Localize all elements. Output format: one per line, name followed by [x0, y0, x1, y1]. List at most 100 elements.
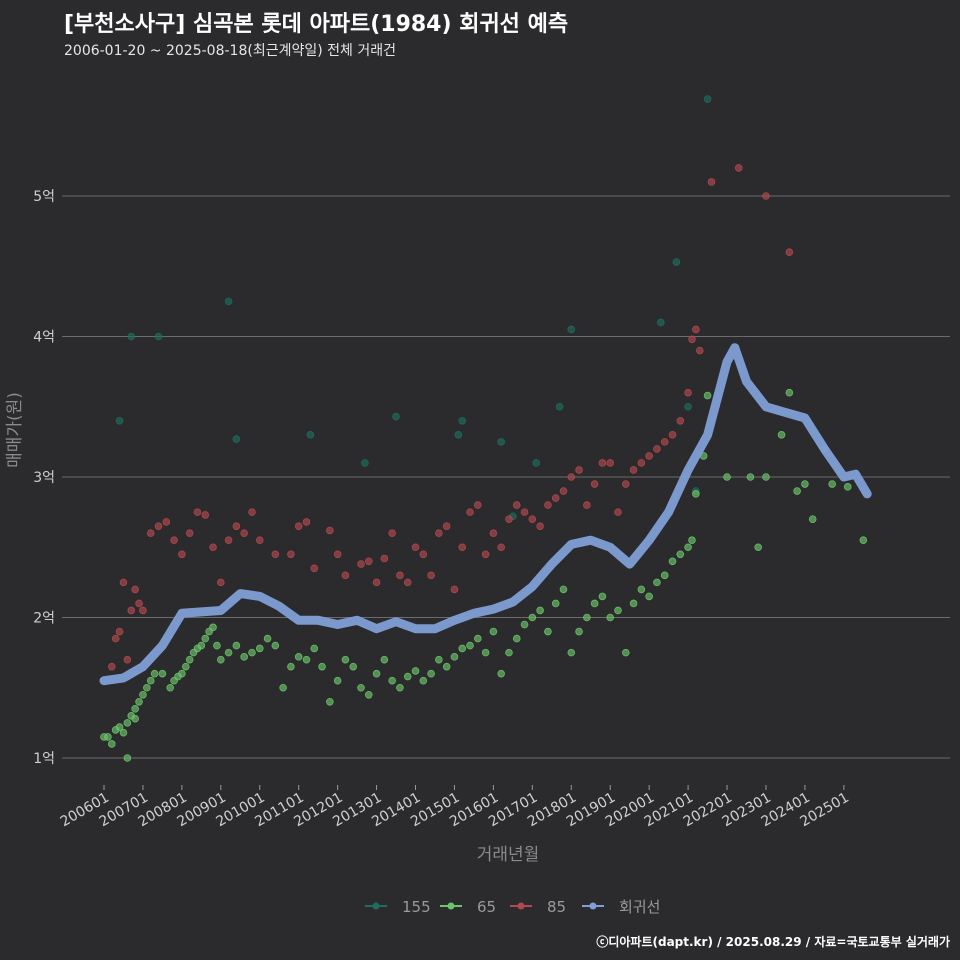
point-65	[326, 697, 334, 706]
point-85	[232, 522, 241, 530]
legend-item: 65	[440, 898, 496, 916]
point-65	[224, 648, 233, 657]
point-85	[474, 501, 482, 509]
point-65	[676, 550, 685, 559]
point-155	[555, 402, 564, 411]
point-85	[645, 452, 653, 460]
point-65	[559, 585, 568, 594]
point-65	[583, 613, 591, 622]
point-85	[341, 571, 350, 580]
point-85	[310, 564, 319, 573]
point-85	[193, 508, 202, 516]
point-65	[240, 653, 248, 661]
point-65	[263, 634, 272, 643]
point-85	[637, 459, 646, 467]
legend-item: 155	[365, 898, 431, 916]
point-65	[185, 655, 194, 664]
point-155	[306, 431, 315, 439]
point-155	[127, 332, 136, 341]
point-65	[150, 669, 159, 678]
point-155	[454, 431, 463, 439]
point-85	[127, 606, 136, 615]
point-85	[135, 599, 143, 608]
point-85	[614, 508, 622, 516]
point-65	[310, 644, 319, 653]
point-85	[411, 543, 420, 552]
point-65	[614, 606, 622, 615]
point-65	[403, 672, 412, 681]
point-85	[734, 164, 743, 172]
point-85	[388, 529, 396, 537]
point-65	[302, 655, 311, 664]
point-85	[544, 501, 552, 509]
point-65	[450, 653, 459, 661]
point-85	[695, 346, 704, 355]
point-65	[843, 483, 852, 491]
point-65	[411, 667, 420, 675]
y-axis-label: 매매가(원)	[5, 392, 25, 468]
point-65	[621, 648, 630, 657]
point-85	[115, 627, 124, 636]
point-65	[859, 536, 868, 545]
point-85	[442, 522, 451, 530]
legend-swatch-dot	[447, 902, 455, 910]
point-65	[107, 740, 116, 748]
point-85	[380, 554, 389, 563]
point-85	[139, 606, 147, 615]
point-65	[248, 648, 256, 657]
point-65	[255, 644, 264, 653]
point-85	[551, 494, 560, 502]
point-65	[754, 543, 762, 552]
point-85	[131, 585, 139, 594]
point-65	[828, 480, 836, 488]
point-65	[497, 669, 505, 678]
point-85	[606, 459, 615, 467]
point-65	[505, 648, 513, 657]
point-65	[181, 662, 190, 671]
point-155	[657, 318, 665, 327]
point-155	[392, 412, 400, 421]
point-85	[668, 431, 677, 439]
point-85	[575, 466, 583, 474]
point-85	[466, 508, 474, 516]
legend-label: 65	[477, 898, 496, 916]
point-65	[318, 662, 326, 671]
point-85	[660, 438, 669, 446]
point-85	[224, 536, 233, 545]
point-85	[372, 578, 381, 587]
point-85	[559, 487, 568, 495]
point-85	[653, 445, 661, 453]
point-85	[458, 543, 467, 552]
point-85	[170, 536, 178, 545]
point-65	[333, 676, 342, 685]
legend-item: 회귀선	[582, 898, 660, 916]
point-85	[364, 557, 373, 566]
point-65	[668, 557, 677, 566]
point-65	[544, 627, 552, 636]
point-65	[688, 536, 696, 545]
point-65	[512, 634, 521, 643]
point-85	[294, 522, 303, 530]
point-65	[349, 662, 358, 671]
point-65	[287, 662, 295, 671]
point-65	[808, 515, 817, 523]
point-65	[396, 683, 404, 692]
point-65	[520, 620, 529, 629]
point-65	[197, 641, 206, 650]
x-axis-label: 거래년월	[477, 845, 540, 865]
point-65	[201, 634, 210, 643]
point-155	[567, 325, 576, 334]
point-65	[723, 473, 731, 481]
point-65	[104, 733, 112, 741]
point-65	[575, 627, 583, 636]
point-85	[119, 578, 128, 587]
grid-lines	[62, 195, 950, 759]
point-65	[606, 613, 615, 622]
point-85	[419, 550, 428, 559]
footer-credit: ⓒ디아파트(dapt.kr) / 2025.08.29 / 자료=국토교통부 실…	[596, 935, 950, 949]
point-155	[532, 459, 541, 467]
point-65	[357, 683, 365, 692]
legend-label: 회귀선	[619, 898, 660, 916]
point-65	[653, 578, 661, 587]
